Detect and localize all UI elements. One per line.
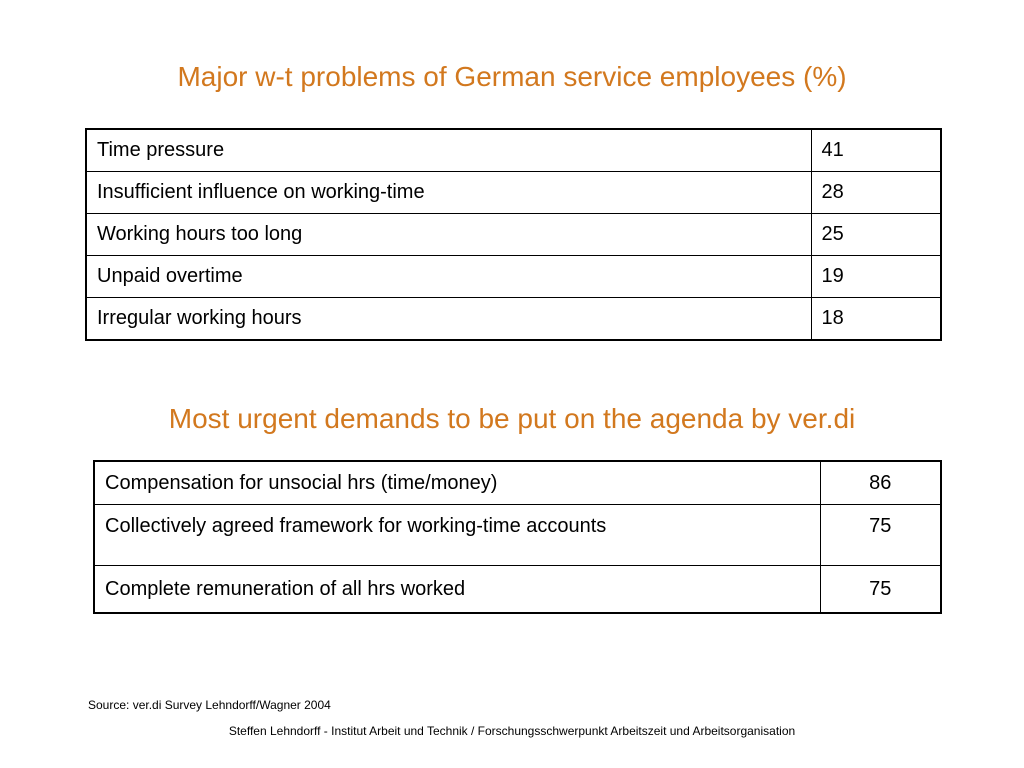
demand-percent: 75 [819, 504, 942, 566]
table-row: Irregular working hours 18 [85, 297, 942, 341]
problems-title: Major w-t problems of German service emp… [177, 61, 847, 92]
demand-label: Compensation for unsocial hrs (time/mone… [93, 460, 821, 505]
table-row: Compensation for unsocial hrs (time/mone… [93, 460, 942, 505]
table-row: Collectively agreed framework for workin… [93, 504, 942, 566]
problems-table: Time pressure 41 Insufficient influence … [85, 128, 942, 341]
demands-title: Most urgent demands to be put on the age… [168, 403, 856, 434]
table-row: Time pressure 41 [85, 128, 942, 172]
footer-credit: Steffen Lehndorff - Institut Arbeit und … [228, 724, 796, 738]
problem-label: Time pressure [85, 128, 812, 172]
source-note: Source: ver.di Survey Lehndorff/Wagner 2… [88, 698, 331, 712]
demand-percent: 86 [819, 460, 942, 505]
demands-table: Compensation for unsocial hrs (time/mone… [93, 460, 942, 614]
problem-percent: 18 [810, 297, 942, 341]
demand-percent: 75 [819, 565, 942, 614]
table-row: Insufficient influence on working-time 2… [85, 171, 942, 214]
demand-label: Collectively agreed framework for workin… [93, 504, 821, 566]
table-row: Complete remuneration of all hrs worked … [93, 565, 942, 614]
problem-label: Insufficient influence on working-time [85, 171, 812, 214]
problem-percent: 28 [810, 171, 942, 214]
demand-label: Complete remuneration of all hrs worked [93, 565, 821, 614]
problem-percent: 19 [810, 255, 942, 298]
table-row: Working hours too long 25 [85, 213, 942, 256]
problem-label: Working hours too long [85, 213, 812, 256]
table-row: Unpaid overtime 19 [85, 255, 942, 298]
problem-label: Unpaid overtime [85, 255, 812, 298]
problem-percent: 41 [810, 128, 942, 172]
problem-percent: 25 [810, 213, 942, 256]
problem-label: Irregular working hours [85, 297, 812, 341]
